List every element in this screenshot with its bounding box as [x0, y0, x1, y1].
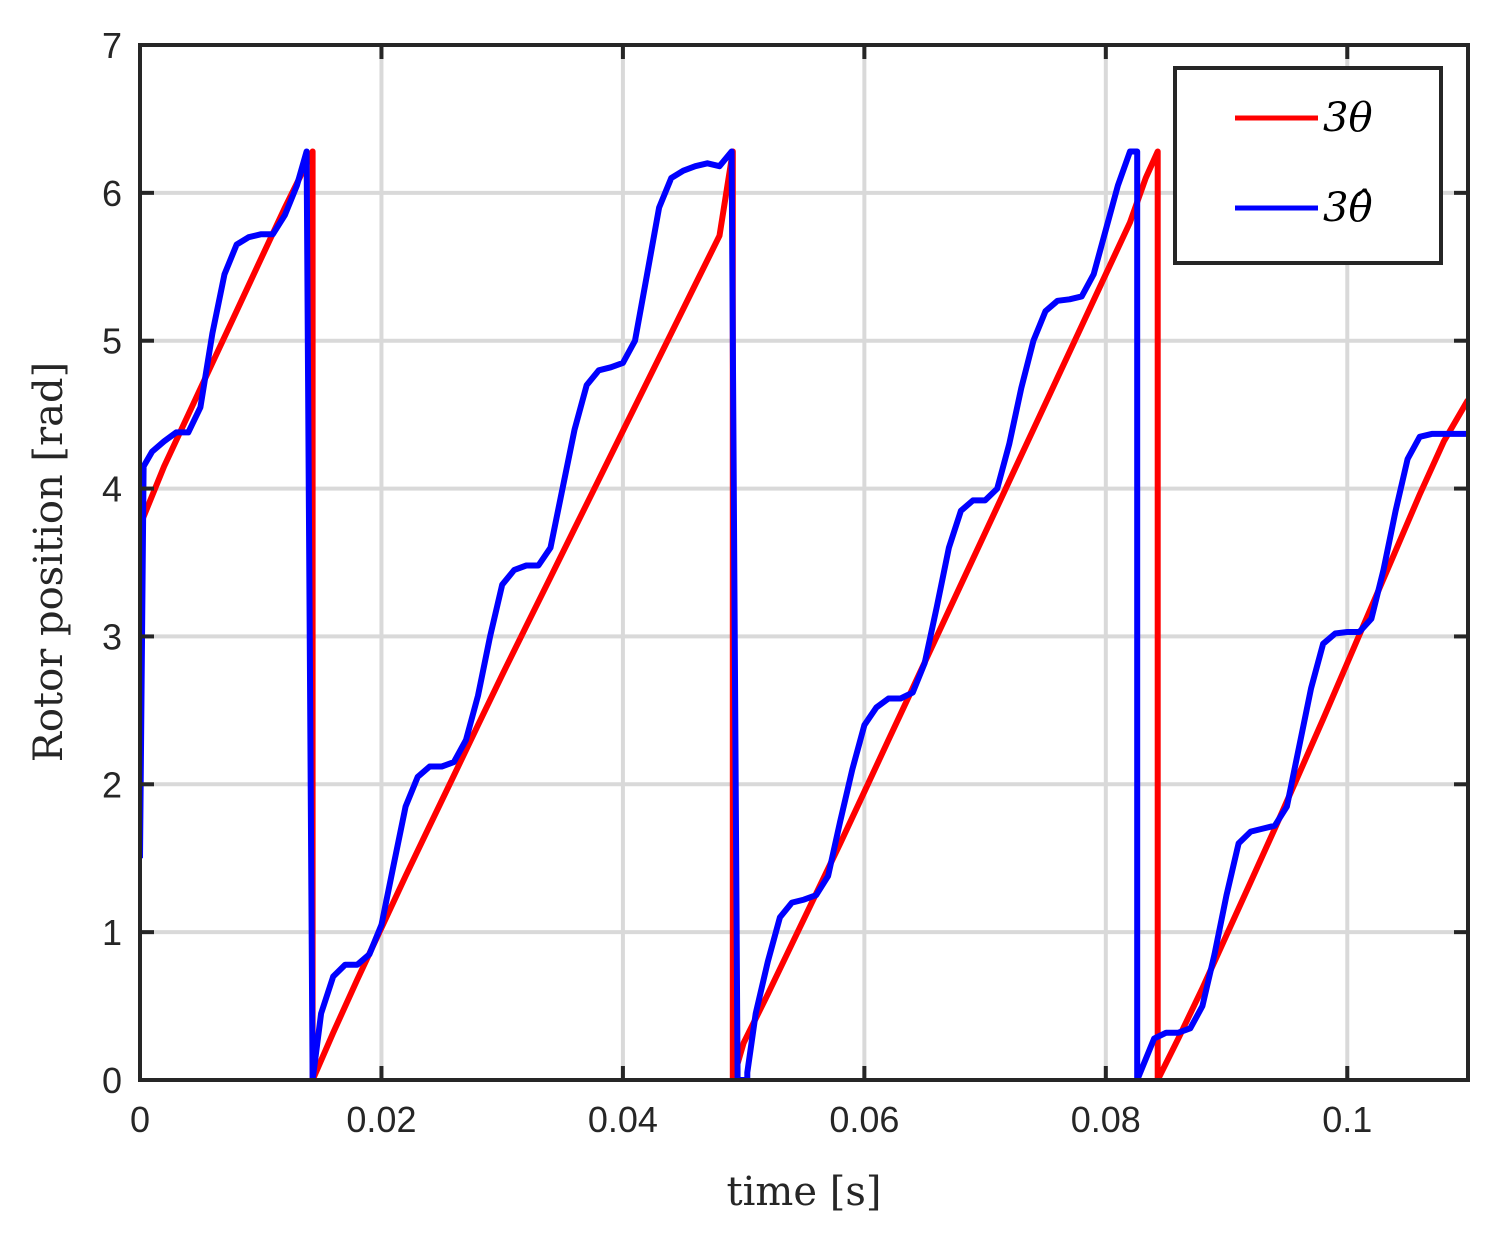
x-tick-label: 0.08 [1071, 1099, 1141, 1140]
y-tick-label: 6 [102, 173, 122, 214]
x-tick-label: 0.04 [588, 1099, 658, 1140]
y-tick-label: 1 [102, 912, 122, 953]
axes-frame [138, 43, 1470, 1082]
y-tick-label: 3 [102, 616, 122, 657]
y-tick-label: 7 [102, 25, 122, 66]
y-tick-label: 0 [102, 1060, 122, 1101]
x-tick-label: 0.1 [1322, 1099, 1372, 1140]
legend-box [1173, 66, 1443, 265]
x-tick-label: 0.02 [346, 1099, 416, 1140]
y-tick-label: 5 [102, 321, 122, 362]
x-tick-label: 0 [130, 1099, 150, 1140]
y-tick-label: 4 [102, 469, 122, 510]
ticks: 0 0.02 0.04 0.06 0.08 0.1 0 1 2 3 4 5 6 7 [102, 25, 1468, 1140]
legend: 3θ 3θ̂ [1173, 66, 1443, 265]
series-layer [140, 148, 1468, 1080]
legend-label-series-1: 3θ [1323, 95, 1373, 141]
series-1-line [140, 148, 1468, 1080]
y-axis-label: Rotor position [rad] [26, 362, 72, 762]
x-axis-label: time [s] [727, 1169, 882, 1215]
series-2-line [140, 148, 1468, 1080]
y-tick-label: 2 [102, 764, 122, 805]
x-tick-label: 0.06 [829, 1099, 899, 1140]
legend-label-series-2: 3θ̂ [1323, 185, 1373, 231]
